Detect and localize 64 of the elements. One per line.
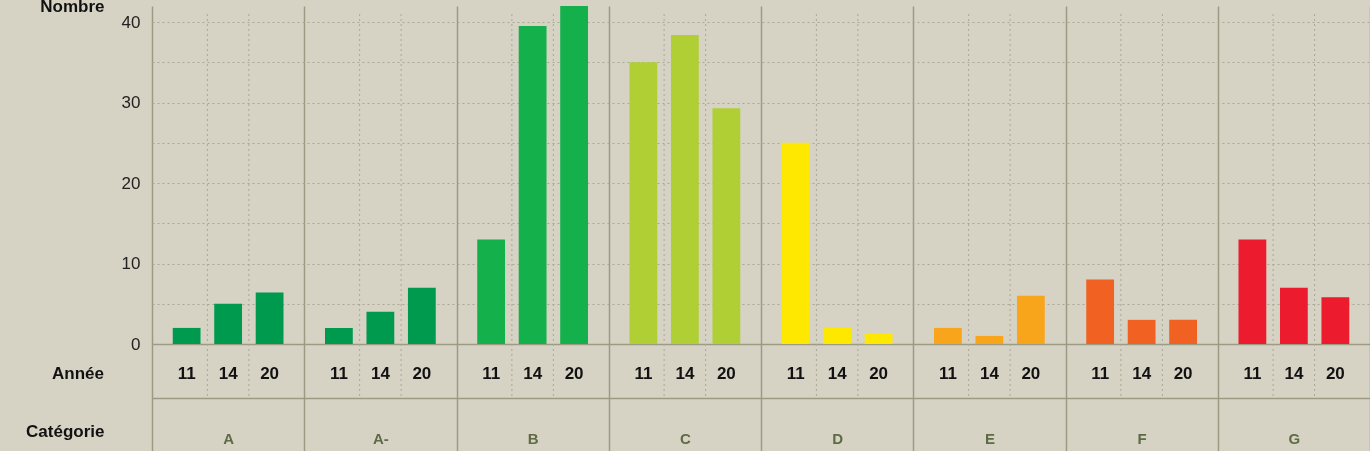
text: 20 — [1021, 364, 1041, 383]
text: 14 — [979, 364, 999, 383]
text: 14 — [523, 364, 543, 383]
bar — [629, 62, 658, 344]
bar — [366, 311, 395, 344]
series-label: 14 — [218, 364, 239, 383]
bar — [712, 108, 741, 344]
bar — [518, 26, 547, 344]
bar — [933, 327, 962, 344]
x-tick-label: G — [1288, 429, 1301, 447]
x-tick-label: B — [527, 429, 539, 447]
text: 11 — [329, 364, 348, 383]
bar — [324, 327, 353, 344]
text: 11 — [482, 364, 501, 383]
text: 11 — [1243, 364, 1262, 383]
legend-title: Année — [52, 364, 104, 383]
text: 20 — [1325, 364, 1345, 383]
x-tick-label: A — [223, 429, 235, 447]
x-tick-label: C — [679, 429, 691, 447]
bar — [781, 142, 810, 344]
x-axis-title: Catégorie — [26, 421, 105, 441]
bar — [1238, 239, 1267, 344]
y-tick-label: 0 — [131, 334, 141, 354]
text: 14 — [1132, 364, 1152, 383]
bar — [1016, 295, 1045, 344]
bar — [1086, 279, 1115, 344]
series-label: 11 — [177, 364, 196, 383]
y-tick-label: 20 — [121, 173, 141, 193]
x-tick-label: F — [1137, 429, 1147, 447]
bar — [823, 327, 852, 344]
bar — [1321, 297, 1350, 344]
bar — [255, 292, 284, 344]
bar — [1279, 287, 1308, 344]
text: 14 — [827, 364, 847, 383]
bar — [407, 287, 436, 344]
text: 20 — [716, 364, 736, 383]
x-tick-label: A- — [372, 429, 389, 447]
text: 11 — [1091, 364, 1110, 383]
bar — [670, 34, 699, 344]
text: 20 — [412, 364, 432, 383]
text: 20 — [1173, 364, 1193, 383]
x-tick-label: E — [984, 429, 995, 447]
text: 11 — [786, 364, 805, 383]
text: 20 — [564, 364, 584, 383]
series-label: 20 — [260, 364, 280, 383]
text: 14 — [1284, 364, 1304, 383]
bar — [560, 6, 589, 344]
y-tick-label: 30 — [121, 93, 141, 113]
y-axis-title: Nombre — [40, 0, 105, 16]
text: 11 — [938, 364, 957, 383]
y-tick-label: 40 — [121, 12, 141, 32]
text: 14 — [675, 364, 695, 383]
y-tick-label: 10 — [121, 254, 141, 274]
text: 14 — [370, 364, 390, 383]
x-tick-label: D — [832, 429, 844, 447]
bar — [864, 333, 893, 344]
text: 20 — [869, 364, 889, 383]
bar — [214, 303, 243, 344]
bar — [975, 335, 1004, 344]
bar — [1127, 319, 1156, 344]
bar — [172, 327, 201, 344]
text: 11 — [634, 364, 653, 383]
bar — [477, 239, 506, 344]
bar — [1169, 319, 1198, 344]
